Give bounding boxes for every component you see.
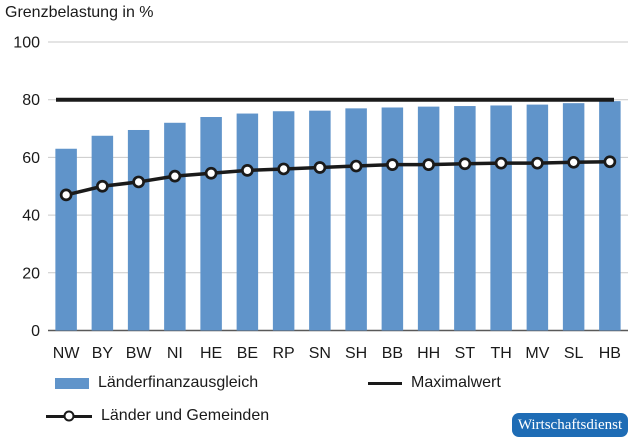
marker-SH (349, 159, 363, 173)
legend-label-laender-und-gemeinden: Länder und Gemeinden (101, 407, 270, 424)
bar-BE (236, 113, 259, 331)
bar-SH (345, 108, 367, 331)
x-tick-label-SL: SL (564, 345, 584, 362)
laender-und-gemeinden-line (65, 159, 610, 197)
y-tick-label-20: 20 (22, 265, 40, 282)
marker-ST (458, 157, 472, 171)
bar-MV (526, 104, 549, 331)
bar-TH (490, 105, 512, 331)
marker-BE (241, 164, 254, 177)
x-tick-label-ST: ST (455, 345, 476, 362)
y-tick-label-80: 80 (22, 92, 40, 109)
x-tick-label-MV: MV (525, 345, 549, 362)
y-tick-label-60: 60 (22, 150, 40, 167)
marker-RP (277, 162, 290, 176)
bar-BB (381, 107, 404, 331)
marker-NI (168, 169, 182, 183)
marker-NW (59, 188, 73, 202)
marker-TH (494, 156, 508, 170)
x-tick-label-RP: RP (273, 345, 295, 362)
x-tick-label-HE: HE (200, 345, 222, 362)
marker-BY (96, 179, 109, 193)
x-tick-label-HB: HB (599, 345, 621, 362)
legend-label-laenderfinanzausgleich: Länderfinanzausgleich (98, 374, 259, 391)
line-marker-swatch-icon (46, 414, 92, 418)
x-tick-label-SH: SH (345, 345, 367, 362)
marker-HB (603, 155, 617, 169)
y-tick-label-40: 40 (22, 208, 40, 225)
marker-HH (422, 158, 435, 171)
x-tick-label-NW: NW (53, 345, 81, 362)
marker-MV (531, 156, 544, 170)
legend-item-laender-und-gemeinden: Länder und Gemeinden (46, 407, 269, 425)
legend-item-laenderfinanzausgleich: Länderfinanzausgleich (55, 374, 258, 392)
x-tick-label-BY: BY (92, 345, 114, 362)
x-tick-label-BB: BB (382, 345, 403, 362)
marker-SL (567, 155, 580, 169)
bar-BW (127, 129, 150, 331)
legend-item-maximalwert: Maximalwert (368, 374, 501, 392)
legend-label-maximalwert: Maximalwert (411, 374, 501, 391)
y-tick-label-0: 0 (31, 323, 40, 340)
marker-SN (313, 161, 327, 174)
bar-HH (417, 106, 440, 331)
bar-HE (200, 117, 222, 331)
marker-BB (386, 158, 399, 171)
chart-plot: 0 20 40 60 80 100 NW BY BW NI HE BE RP SN SH BB HH ST TH MV… (13, 35, 628, 362)
bar-RP (272, 111, 295, 331)
x-tick-label-SN: SN (309, 345, 331, 362)
x-tick-label-HH: HH (417, 345, 440, 362)
x-tick-label-BW: BW (126, 345, 153, 362)
x-tick-label-BE: BE (237, 345, 258, 362)
bar-BY (91, 135, 114, 331)
marker-HE (204, 166, 218, 180)
line-swatch-icon (368, 381, 402, 385)
y-tick-label-100: 100 (13, 35, 40, 52)
bar-NI (164, 122, 186, 331)
x-tick-label-NI: NI (167, 345, 183, 362)
bar-ST (454, 106, 476, 331)
bar-SN (309, 110, 331, 331)
bar-swatch-icon (55, 377, 89, 389)
bar-SL (562, 103, 585, 331)
marker-BW (132, 175, 145, 189)
chart-title: Grenzbelastung in % (5, 4, 154, 21)
bar-HB (599, 101, 621, 331)
bar-NW (55, 148, 77, 331)
source-badge: Wirtschaftsdienst (512, 413, 628, 437)
x-tick-label-TH: TH (490, 345, 511, 362)
